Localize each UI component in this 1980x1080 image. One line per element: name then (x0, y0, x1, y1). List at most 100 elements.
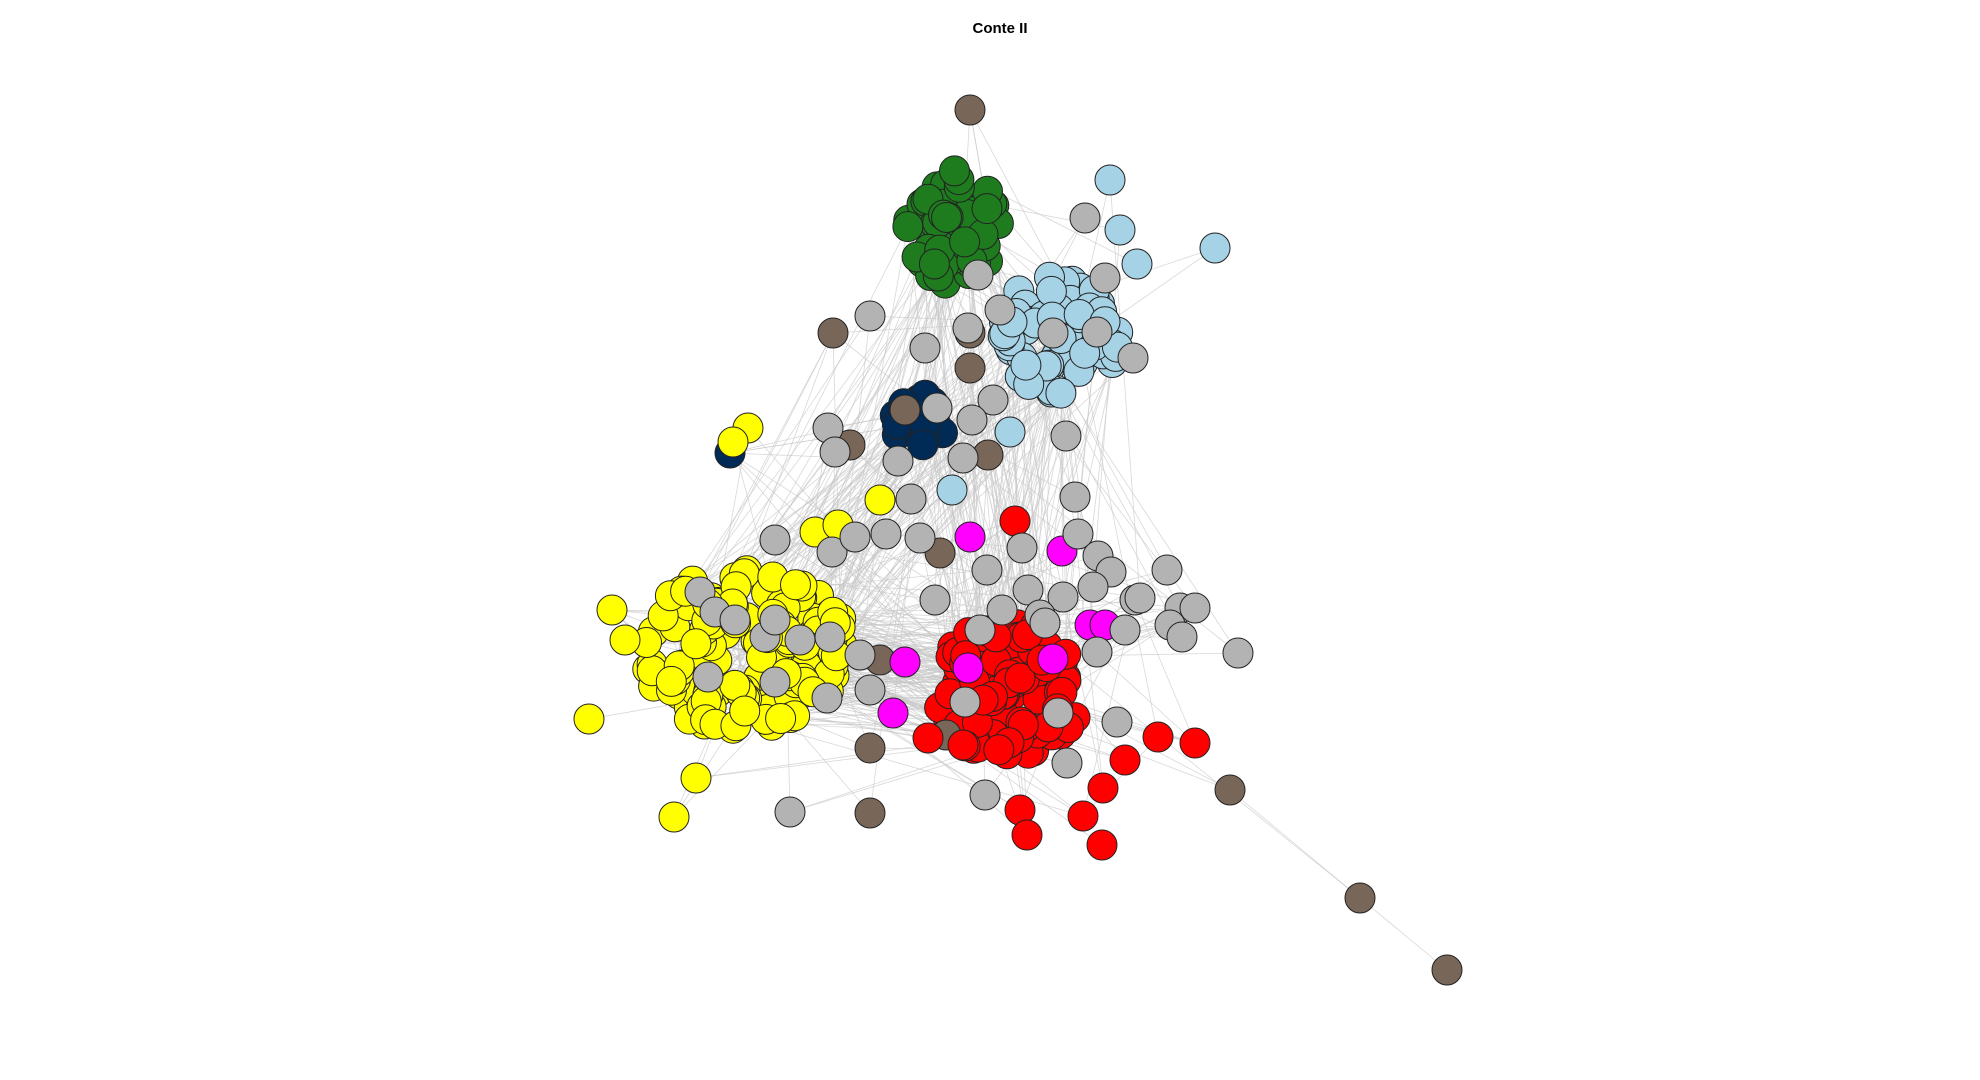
graph-node (895, 483, 927, 515)
graph-node (919, 584, 951, 616)
graph-node (889, 646, 921, 678)
graph-node (765, 703, 797, 734)
graph-node (658, 801, 690, 833)
edge (695, 744, 964, 779)
graph-node (1012, 574, 1044, 606)
graph-node (692, 661, 724, 693)
edge (1046, 645, 1361, 899)
graph-node (1037, 643, 1069, 675)
graph-node (983, 734, 1015, 766)
graph-node (1109, 614, 1141, 646)
graph-node (1010, 349, 1042, 381)
edge (1229, 789, 1361, 899)
graph-node (921, 392, 953, 424)
graph-node (870, 518, 902, 550)
graph-node (854, 732, 886, 764)
graph-node (939, 155, 970, 187)
graph-node (780, 569, 811, 601)
edge (715, 226, 909, 604)
graph-node (892, 211, 924, 243)
graph-node (1042, 697, 1074, 729)
edge (835, 275, 931, 632)
edge (1082, 736, 1159, 817)
graph-node (907, 429, 939, 461)
graph-node (969, 779, 1001, 811)
graph-node (1004, 662, 1036, 694)
graph-node (811, 682, 843, 714)
edge (670, 426, 923, 597)
graph-node (817, 317, 849, 349)
nodes-layer (573, 94, 1463, 986)
graph-node (956, 404, 988, 436)
edge (729, 452, 901, 461)
graph-node (1094, 164, 1126, 196)
graph-node (1081, 316, 1113, 348)
graph-node (947, 442, 979, 474)
graph-node (984, 294, 1016, 326)
graph-node (717, 426, 749, 458)
graph-node (994, 416, 1026, 448)
graph-node (719, 604, 751, 636)
graph-node (1067, 800, 1099, 832)
graph-node (1124, 582, 1156, 614)
graph-node (1011, 819, 1043, 851)
edge (827, 265, 945, 429)
edge (701, 430, 904, 707)
graph-node (1344, 882, 1376, 914)
graph-node (596, 594, 628, 626)
graph-node (954, 352, 986, 384)
edge (1109, 179, 1141, 599)
graph-node (1101, 706, 1133, 738)
graph-node (947, 729, 979, 761)
graph-node (573, 703, 605, 735)
graph-node (854, 797, 886, 829)
edge (835, 220, 910, 632)
graph-node (759, 666, 791, 698)
graph-node (977, 384, 1009, 416)
graph-node (971, 193, 1003, 225)
edge (1359, 897, 1448, 971)
edge (1081, 363, 1159, 738)
graph-node (889, 394, 921, 426)
graph-node (1166, 621, 1198, 653)
graph-node (864, 484, 896, 516)
graph-node (814, 621, 846, 653)
graph-node (1077, 571, 1109, 603)
graph-node (784, 624, 816, 656)
graph-node (949, 226, 981, 258)
edge (770, 222, 939, 637)
edge (993, 204, 1121, 231)
graph-title: Conte II (972, 20, 1028, 37)
graph-node (1047, 581, 1079, 613)
graph-node (774, 796, 806, 828)
graph-node (1045, 377, 1077, 409)
graph-node (819, 436, 851, 468)
edge (1134, 599, 1196, 744)
graph-node (844, 639, 876, 671)
graph-node (609, 624, 641, 656)
graph-node (1214, 774, 1246, 806)
graph-node (759, 604, 791, 636)
graph-node (918, 248, 950, 280)
graph-node (1199, 232, 1231, 264)
graph-node (954, 94, 986, 126)
graph-node (952, 652, 984, 684)
edge (699, 332, 834, 593)
graph-node (1059, 481, 1091, 513)
graph-node (949, 686, 981, 718)
graph-node (952, 312, 984, 344)
graph-node (1121, 248, 1153, 280)
graph-node (1431, 954, 1463, 986)
graph-node (877, 697, 909, 729)
graph-node (1069, 202, 1101, 234)
graph-node (816, 536, 848, 568)
graph-node (1081, 636, 1113, 668)
edge (830, 362, 1083, 666)
graph-node (912, 722, 944, 754)
graph-node (680, 762, 712, 794)
graph-node (986, 594, 1018, 626)
graph-node (1104, 214, 1136, 246)
graph-node (1117, 342, 1149, 374)
graph-node (1062, 518, 1094, 550)
graph-node (931, 202, 962, 233)
